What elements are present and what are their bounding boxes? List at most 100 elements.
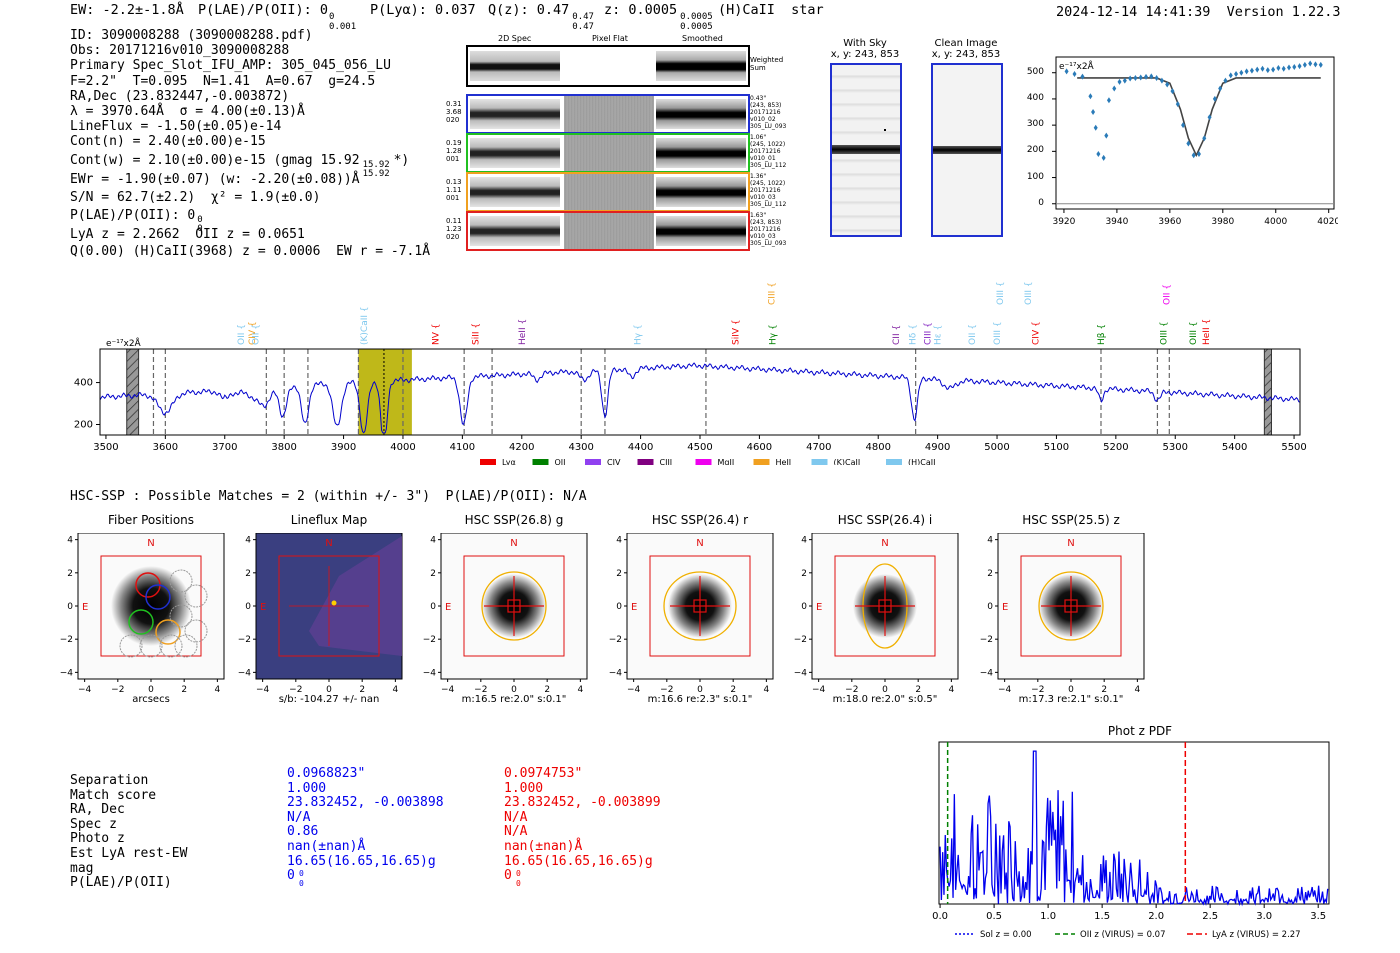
match-value: 1.000 [504,780,544,796]
col-smoothed: Smoothed [682,34,723,43]
zoom-data-point [1249,67,1254,74]
zoom-data-point [1308,60,1313,67]
match-value: 0.0974753" [504,766,583,781]
hsc-ytick-label: 4 [430,536,436,546]
match-label: Photo z [70,831,125,847]
north-label: N [325,538,332,549]
cutout-meta: 20171216 [750,226,781,233]
cutout-pixel-flat [564,135,654,171]
hsc-ytick-label: −4 [980,668,993,678]
east-label: E [816,602,822,613]
zoom-data-point [1093,124,1098,131]
full-xtick-label: 5500 [1281,442,1306,453]
hsc-xtick-label: 0 [511,685,517,695]
north-label: N [881,538,888,549]
zoom-data-point [1101,154,1106,161]
photz-xtick-label: 1.0 [1040,911,1056,922]
emission-line-label: OII { [237,324,247,345]
zoom-data-point [1091,109,1096,116]
clean-image-title: Clean Image x, y: 243, 853 [931,38,1001,60]
hsc-ytick-label: 4 [987,536,993,546]
legend-swatch [532,459,549,465]
center-box [878,599,892,613]
cutout-meta: (243, 853) [750,219,782,226]
hsc-ytick-label: −4 [609,668,622,678]
cutout-row-left-values: 0.31 3.68 020 [446,100,464,124]
legend-swatch [811,459,828,465]
zoom-data-point [1159,77,1164,84]
emission-line-label: OII { [252,324,262,345]
fiber-circle [145,584,171,610]
info-contn: Cont(n) = 2.40(±0.00)e-15 [70,134,266,150]
legend-swatch [695,459,712,465]
hsc-xtick-label: 2 [730,685,736,695]
zoom-data-point [1191,152,1196,159]
info-contw: Cont(w) = 2.10(±0.00)e-15 (gmag 15.92 15.… [70,152,410,179]
zoom-data-point [1244,68,1249,75]
hsc-xtick-label: 2 [1101,685,1107,695]
fiber-circle-outer [184,584,208,608]
cutout-meta: v010_03 [750,194,776,201]
hsc-ytick-label: 2 [67,569,73,579]
match-label: P(LAE)/P(OII) [70,875,172,891]
col-2d-spec: 2D Spec [498,34,532,43]
info-lambda: λ = 3970.64Å σ = 4.00(±0.13)Å [70,104,305,120]
match-label: Est LyA rest-EW [70,845,188,861]
weighted-sum-label: Weighted Sum [750,56,784,72]
match-value: 16.65(16.65,16.65)g [504,853,653,869]
hsc-xtick-label: 4 [392,685,398,695]
match-label: Match score [70,787,157,803]
zoom-ytick-label: 300 [1026,119,1044,130]
cutout-meta: 20171216 [750,187,781,194]
hsc-ytick-label: 4 [801,536,807,546]
hsc-xtick-label: −2 [111,685,124,695]
zoom-data-point [1144,73,1149,80]
full-xtick-label: 5000 [984,442,1009,453]
hsc-xtick-label: −4 [627,685,641,695]
zoom-data-point [1212,95,1217,102]
zoom-data-point [1297,63,1302,70]
zoom-data-point [1133,74,1138,81]
photz-xtick-label: 0.5 [986,911,1002,922]
emission-line-label: NV { [432,324,442,345]
fiber-circle-outer [174,634,198,658]
emission-line-label: Hδ { [909,324,919,345]
cutout-value: 001 [446,155,460,163]
full-ytick-label: 200 [74,420,93,431]
fiber-circle [128,609,154,635]
zoom-xtick-label: 3960 [1158,217,1181,227]
hsc-ytick-label: 4 [67,536,73,546]
cutout-value: 0.19 [446,139,462,147]
hsc-ytick-label: −4 [60,668,73,678]
zoom-data-point [1080,73,1085,80]
zoom-data-point [1106,97,1111,104]
hsc-ytick-label: 2 [616,569,622,579]
zoom-data-point [1186,140,1191,147]
hsc-panel-title: Lineflux Map [290,513,368,527]
legend-swatch [637,459,654,465]
hsc-ytick-label: 0 [801,602,807,612]
cutout-value: 001 [446,194,460,202]
legend-label: Lyα [502,458,516,465]
zoom-data-point [1228,72,1233,79]
match-value: 0.0968823" [287,766,366,781]
full-xtick-label: 4800 [865,442,890,453]
hsc-xtick-label: −2 [845,685,858,695]
hsc-xtick-label: 4 [214,685,220,695]
cutout-value: 0.13 [446,178,462,186]
cutout-value: 1.23 [446,225,462,233]
clean-image [931,63,1003,237]
hsc-xtick-label: 4 [1134,685,1140,695]
cutout-meta: 305_LU_112 [750,162,787,169]
info-lineflux: LineFlux = -1.50(±0.05)e-14 [70,119,282,135]
zoom-data-point [1088,93,1093,100]
hsc-xtick-label: 2 [359,685,365,695]
with-sky-trace [832,145,900,154]
zoom-data-point [1096,150,1101,157]
cutout-meta: 305_LU_093 [750,240,787,247]
hsc-ytick-label: −2 [423,635,436,645]
hsc-ytick-label: −4 [238,668,251,678]
match-labels: Separation Match score RA, Dec Spec z Photo … [70,773,188,891]
hsc-ytick-label: 2 [987,569,993,579]
